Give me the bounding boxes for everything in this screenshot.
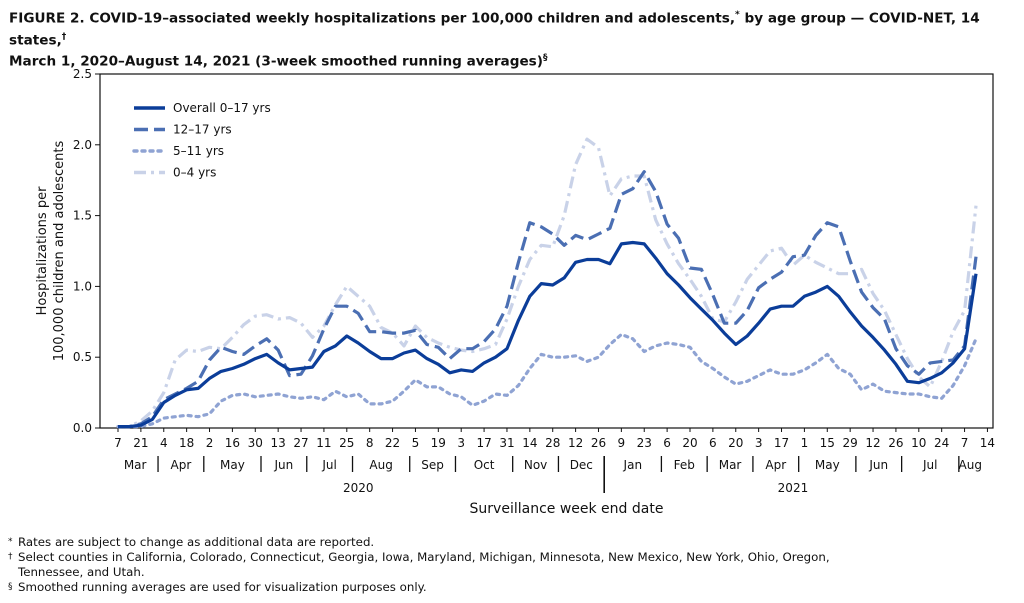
y-axis-label: Hospitalizations per 100,000 children and… (35, 140, 67, 361)
title-line1: FIGURE 2. COVID-19–associated weekly hos… (9, 10, 736, 27)
legend-label: 12–17 yrs (173, 123, 232, 137)
month-label: Apr (765, 458, 786, 472)
x-tick-label: 12 (568, 436, 583, 450)
month-label: Mar (719, 458, 742, 472)
x-tick-label: 20 (682, 436, 697, 450)
month-label: May (815, 458, 840, 472)
legend-label: 5–11 yrs (173, 144, 224, 158)
x-tick-label: 10 (911, 436, 926, 450)
x-tick-label: 25 (339, 436, 354, 450)
x-tick-label: 16 (225, 436, 240, 450)
title-line1b: by age group — COVID-NET, 14 states, (9, 10, 980, 49)
series-line-5-11 (116, 332, 978, 429)
footnote-1: * Rates are subject to change as additio… (8, 535, 375, 550)
month-label: Jul (922, 458, 937, 472)
month-label: Mar (124, 458, 147, 472)
month-label: Oct (474, 458, 495, 472)
month-label: Feb (674, 458, 695, 472)
footnote-2: † Select counties in California, Colorad… (8, 550, 1008, 580)
y-tick-label: 0.0 (73, 421, 92, 435)
y-tick-label: 2.0 (73, 138, 92, 152)
title-line2: March 1, 2020–August 14, 2021 (3-week sm… (9, 53, 543, 70)
x-tick-label: 6 (663, 436, 671, 450)
x-tick-label: 28 (545, 436, 560, 450)
title-mark2: † (61, 31, 67, 42)
x-tick-label: 5 (412, 436, 420, 450)
month-label: May (220, 458, 245, 472)
x-tick-label: 3 (755, 436, 763, 450)
x-tick-label: 4 (160, 436, 168, 450)
month-label: Jun (868, 458, 888, 472)
footnote-3: § Smoothed running averages are used for… (8, 580, 427, 595)
x-axis-label: Surveillance week end date (470, 501, 664, 517)
y-axis-label-line1: Hospitalizations per (35, 186, 50, 316)
x-tick-label: 23 (637, 436, 652, 450)
y-tick-label: 1.5 (73, 209, 92, 223)
y-tick-label: 2.5 (73, 67, 92, 81)
x-tick-label: 18 (179, 436, 194, 450)
x-tick-label: 14 (980, 436, 995, 450)
x-tick-label: 6 (709, 436, 717, 450)
month-label: Aug (369, 458, 392, 472)
title-mark3: § (542, 53, 548, 64)
y-tick-label: 1.0 (73, 279, 92, 293)
x-tick-label: 12 (865, 436, 880, 450)
month-label: Jun (274, 458, 294, 472)
x-tick-label: 7 (961, 436, 969, 450)
y-tick-label: 0.5 (73, 350, 92, 364)
x-tick-label: 17 (774, 436, 789, 450)
x-tick-label: 21 (133, 436, 148, 450)
x-tick-label: 2 (206, 436, 214, 450)
x-tick-label: 17 (476, 436, 491, 450)
month-label: Dec (570, 458, 593, 472)
month-label: Sep (421, 458, 444, 472)
x-tick-label: 7 (114, 436, 122, 450)
footnote-1-text: Rates are subject to change as additiona… (18, 535, 375, 549)
x-tick-label: 8 (366, 436, 374, 450)
footnote-3-mark: § (8, 582, 13, 592)
x-tick-label: 3 (457, 436, 465, 450)
x-tick-label: 9 (618, 436, 626, 450)
x-tick-label: 20 (728, 436, 743, 450)
series-line-0-4 (118, 137, 978, 429)
x-tick-label: 15 (820, 436, 835, 450)
x-tick-label: 30 (248, 436, 263, 450)
footnote-2-mark: † (8, 552, 13, 562)
year-label: 2021 (778, 481, 809, 495)
x-tick-label: 14 (522, 436, 537, 450)
x-tick-label: 22 (385, 436, 400, 450)
x-tick-label: 31 (499, 436, 514, 450)
year-label: 2020 (343, 481, 374, 495)
x-tick-label: 13 (271, 436, 286, 450)
x-tick-label: 24 (934, 436, 949, 450)
month-label: Nov (524, 458, 547, 472)
x-tick-label: 1 (801, 436, 809, 450)
month-label: Aug (959, 458, 982, 472)
month-label: Jan (623, 458, 643, 472)
series-line-overall (118, 240, 978, 429)
plot-frame (99, 73, 994, 429)
legend-label: 0–4 yrs (173, 166, 216, 180)
x-tick-label: 26 (591, 436, 606, 450)
footnote-2-text: Select counties in California, Colorado,… (18, 550, 830, 564)
x-tick-label: 27 (293, 436, 308, 450)
figure-title: FIGURE 2. COVID-19–associated weekly hos… (9, 6, 1014, 71)
y-axis-label-line2: 100,000 children and adolescents (52, 140, 67, 361)
footnote-3-text: Smoothed running averages are used for v… (18, 580, 427, 594)
x-tick-label: 19 (431, 436, 446, 450)
legend-label: Overall 0–17 yrs (173, 101, 271, 115)
x-tick-label: 11 (316, 436, 331, 450)
month-label: Jul (321, 458, 336, 472)
series-line-12-17 (118, 170, 978, 429)
footnote-1-mark: * (8, 537, 13, 547)
title-mark1: * (735, 10, 740, 20)
month-label: Apr (171, 458, 192, 472)
footnote-2-text2: Tennessee, and Utah. (18, 565, 145, 579)
x-tick-label: 29 (843, 436, 858, 450)
x-tick-label: 26 (888, 436, 903, 450)
